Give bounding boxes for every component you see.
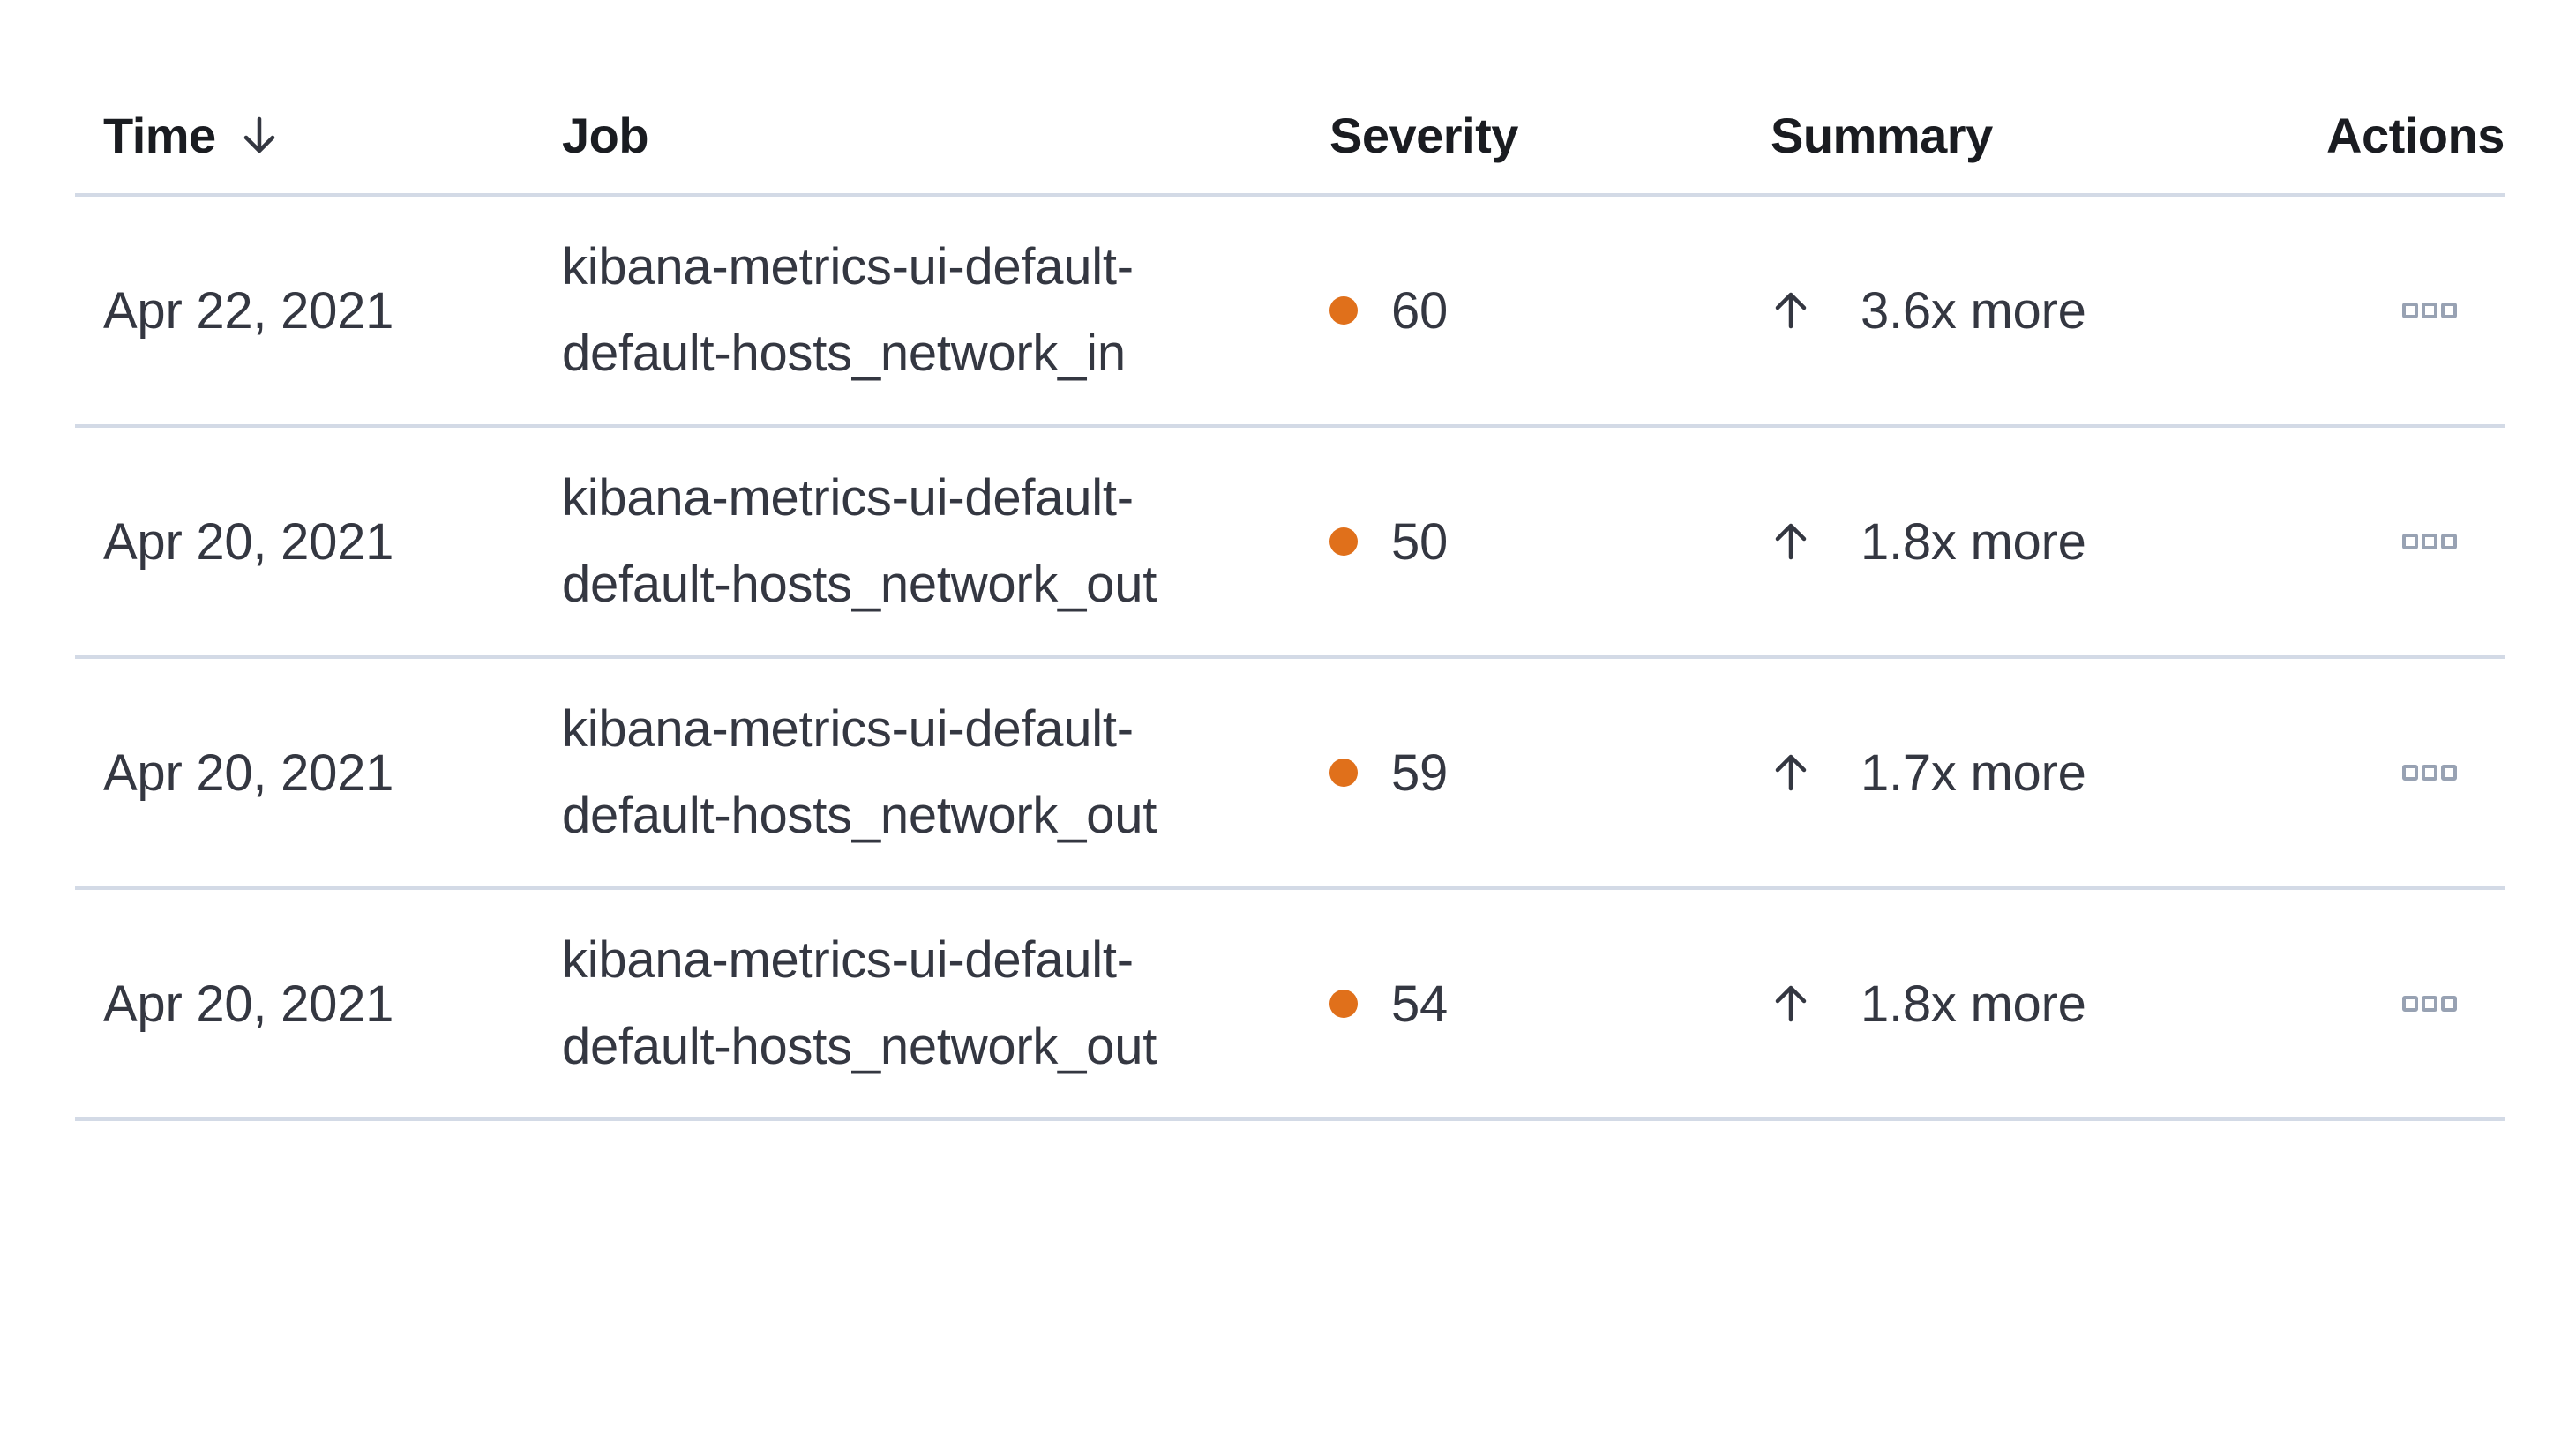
actions-button[interactable] (2402, 996, 2457, 1012)
actions-button[interactable] (2402, 534, 2457, 549)
header-cell-severity: Severity (1301, 84, 1742, 193)
summary-text: 3.6x more (1861, 281, 2086, 340)
header-cell-job: Job (534, 84, 1301, 193)
table-row: Apr 20, 2021 kibana-metrics-ui-default-d… (75, 890, 2505, 1121)
cell-severity: 59 (1301, 659, 1742, 886)
header-label-time: Time (103, 107, 216, 163)
cell-job: kibana-metrics-ui-default-default-hosts_… (534, 890, 1301, 1117)
cell-summary: 3.6x more (1742, 197, 2298, 424)
cell-job: kibana-metrics-ui-default-default-hosts_… (534, 659, 1301, 886)
trend-up-icon (1771, 521, 1811, 562)
trend-up-icon (1771, 290, 1811, 331)
job-name: kibana-metrics-ui-default-default-hosts_… (562, 469, 1157, 613)
summary-text: 1.8x more (1861, 975, 2086, 1033)
cell-actions (2298, 197, 2505, 424)
job-name: kibana-metrics-ui-default-default-hosts_… (562, 700, 1157, 844)
anomalies-table: Time Job Severity Summary Actions Apr 22… (75, 84, 2505, 1121)
table-row: Apr 20, 2021 kibana-metrics-ui-default-d… (75, 428, 2505, 659)
header-cell-summary: Summary (1742, 84, 2298, 193)
trend-up-icon (1771, 752, 1811, 793)
cell-severity: 50 (1301, 428, 1742, 655)
summary-text: 1.8x more (1861, 512, 2086, 571)
cell-time: Apr 20, 2021 (103, 512, 394, 571)
header-label-actions: Actions (2326, 107, 2505, 163)
cell-summary: 1.7x more (1742, 659, 2298, 886)
summary-text: 1.7x more (1861, 744, 2086, 802)
boxes-horizontal-icon (2402, 765, 2457, 781)
cell-time: Apr 20, 2021 (103, 975, 394, 1033)
severity-dot-icon (1329, 296, 1358, 325)
header-label-severity: Severity (1329, 107, 1518, 163)
cell-actions (2298, 890, 2505, 1117)
severity-value: 50 (1391, 512, 1449, 571)
boxes-horizontal-icon (2402, 996, 2457, 1012)
cell-time: Apr 22, 2021 (103, 281, 394, 340)
cell-time: Apr 20, 2021 (103, 744, 394, 802)
boxes-horizontal-icon (2402, 303, 2457, 318)
cell-job: kibana-metrics-ui-default-default-hosts_… (534, 428, 1301, 655)
trend-up-icon (1771, 983, 1811, 1024)
header-label-summary: Summary (1771, 107, 1993, 163)
sort-desc-icon (239, 115, 280, 155)
cell-summary: 1.8x more (1742, 890, 2298, 1117)
header-cell-time[interactable]: Time (75, 84, 534, 193)
severity-value: 54 (1391, 975, 1449, 1033)
severity-value: 60 (1391, 281, 1449, 340)
severity-value: 59 (1391, 744, 1449, 802)
cell-severity: 60 (1301, 197, 1742, 424)
cell-severity: 54 (1301, 890, 1742, 1117)
severity-dot-icon (1329, 527, 1358, 556)
job-name: kibana-metrics-ui-default-default-hosts_… (562, 931, 1157, 1075)
job-name: kibana-metrics-ui-default-default-hosts_… (562, 238, 1134, 382)
header-label-job: Job (562, 107, 649, 163)
table-header: Time Job Severity Summary Actions (75, 84, 2505, 197)
boxes-horizontal-icon (2402, 534, 2457, 549)
cell-job: kibana-metrics-ui-default-default-hosts_… (534, 197, 1301, 424)
severity-dot-icon (1329, 990, 1358, 1018)
table-row: Apr 20, 2021 kibana-metrics-ui-default-d… (75, 659, 2505, 890)
cell-actions (2298, 428, 2505, 655)
cell-summary: 1.8x more (1742, 428, 2298, 655)
cell-actions (2298, 659, 2505, 886)
table-row: Apr 22, 2021 kibana-metrics-ui-default-d… (75, 197, 2505, 428)
severity-dot-icon (1329, 759, 1358, 787)
header-cell-actions: Actions (2298, 84, 2505, 193)
actions-button[interactable] (2402, 765, 2457, 781)
actions-button[interactable] (2402, 303, 2457, 318)
